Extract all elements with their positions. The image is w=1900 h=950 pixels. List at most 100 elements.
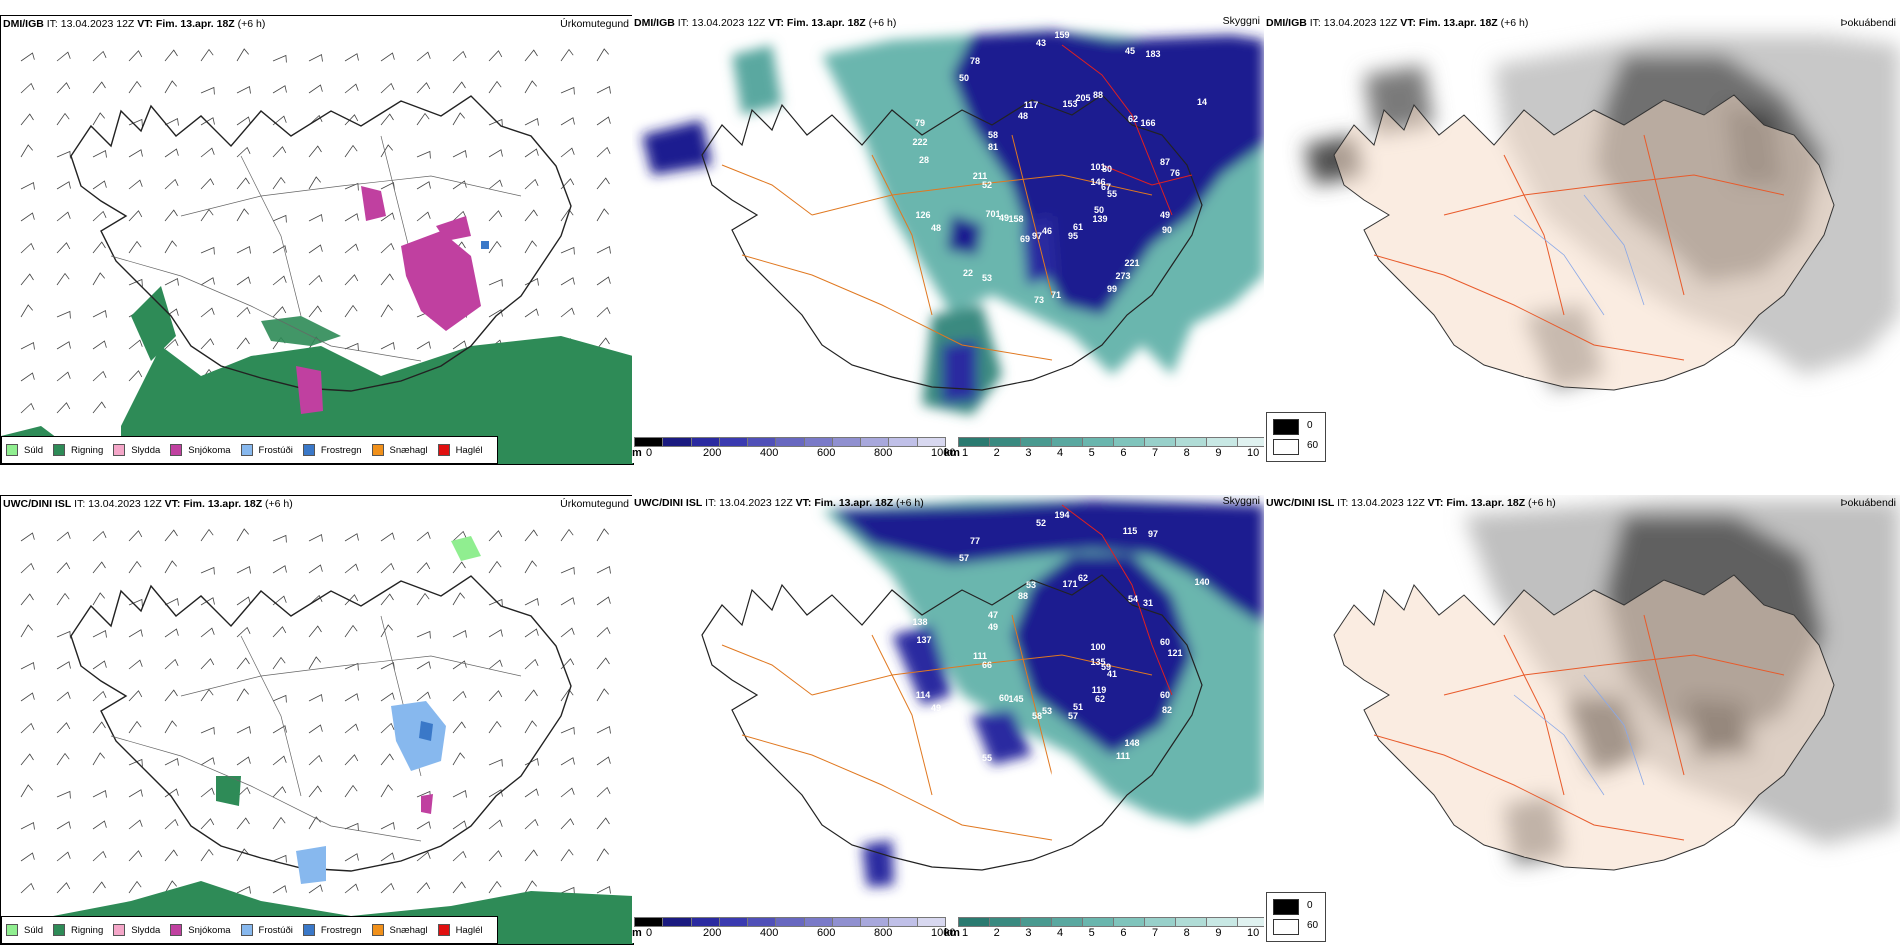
visibility-label: 49 — [931, 703, 941, 713]
visibility-label: 61 — [1073, 222, 1083, 232]
wind-barb — [200, 597, 215, 606]
wind-barb — [92, 561, 106, 574]
wind-barb — [164, 720, 178, 734]
wind-barb — [308, 816, 322, 830]
wind-barb — [200, 48, 214, 62]
wind-barb — [596, 276, 611, 286]
visibility-label: 114 — [916, 690, 931, 700]
visibility-label: 49 — [1160, 210, 1170, 220]
visibility-label: 49 — [999, 213, 1009, 223]
visibility-label: 88 — [1018, 591, 1028, 601]
precip-legend: Súld Rigning Slydda Snjókoma Frostúði Frostre… — [1, 436, 498, 464]
visibility-label: 194 — [1054, 510, 1069, 520]
wind-barb — [560, 818, 575, 830]
wind-barb — [416, 51, 431, 62]
wind-barb — [560, 566, 575, 575]
wind-barb — [92, 629, 107, 638]
wind-barb — [236, 245, 251, 254]
wind-barb — [164, 597, 179, 606]
wind-barb — [416, 211, 431, 222]
wind-barb — [452, 50, 467, 62]
wind-barb — [20, 212, 35, 222]
wind-barb — [488, 598, 503, 607]
wind-barb — [272, 656, 286, 670]
visibility-field — [822, 500, 1264, 887]
visibility-label: 54 — [1128, 594, 1138, 604]
wind-barb — [128, 819, 143, 830]
visibility-field — [642, 30, 1264, 415]
precip-map-dmi — [1, 48, 633, 464]
visibility-label: 101 — [1090, 162, 1105, 172]
wind-barb — [20, 181, 35, 190]
wind-barb — [92, 721, 106, 734]
wind-barb — [20, 624, 34, 638]
visibility-label: 52 — [982, 180, 992, 190]
visibility-map-uwc: 1351451711481371405388604911551496055521… — [701, 500, 1264, 887]
rivers — [1513, 674, 1645, 796]
wind-barb — [380, 273, 394, 286]
wind-barb — [344, 723, 359, 734]
wind-barb — [200, 277, 215, 286]
legend-swatch — [53, 444, 66, 456]
wind-barb — [308, 724, 323, 734]
wind-barb — [308, 564, 323, 574]
legend-label: Slydda — [131, 444, 161, 456]
wind-barb — [56, 790, 71, 799]
wind-barb — [56, 242, 71, 254]
precip-legend: Súld Rigning Slydda Snjókoma Frostúði Frostre… — [1, 916, 498, 944]
wind-barb — [524, 240, 538, 254]
wind-barb — [20, 821, 35, 830]
wind-barb — [452, 592, 466, 606]
legend-label: Frostúði — [258, 444, 293, 456]
wind-barb — [380, 113, 394, 126]
visibility-label: 121 — [1167, 648, 1182, 658]
wind-barb — [56, 691, 71, 702]
wind-barb — [236, 626, 251, 638]
roads — [721, 134, 1153, 361]
wind-barb — [344, 213, 359, 222]
scale-tick: 1000 — [931, 927, 956, 939]
wind-barb — [272, 534, 287, 543]
wind-barb — [380, 52, 395, 62]
scale-tick: 200 — [703, 927, 722, 939]
wind-barb — [524, 788, 539, 798]
visibility-label: 28 — [919, 155, 929, 165]
wind-barb — [488, 278, 503, 287]
scale-tick: 9 — [1215, 447, 1222, 459]
wind-barb — [164, 689, 178, 702]
wind-barb — [596, 177, 610, 190]
wind-barb — [380, 784, 394, 798]
wind-barb — [416, 181, 431, 190]
wind-barb — [596, 48, 610, 62]
wind-barb — [200, 787, 215, 798]
wind-barb — [56, 371, 71, 382]
roads — [1373, 614, 1785, 841]
visibility-label: 76 — [1170, 168, 1180, 178]
wind-barb — [488, 50, 503, 62]
wind-barb — [596, 337, 610, 350]
wind-barb — [200, 818, 215, 830]
wind-barb — [524, 689, 538, 702]
wind-barb — [452, 881, 466, 894]
scale-tick: 0 — [646, 927, 653, 939]
wind-barb — [560, 726, 575, 735]
wind-barb — [128, 80, 142, 94]
fog-legend-swatch — [1273, 419, 1299, 435]
wind-barb — [128, 339, 143, 350]
wind-barb — [416, 112, 430, 126]
legend-swatch — [53, 924, 66, 936]
wind-barb — [416, 150, 431, 159]
wind-barb — [344, 114, 359, 126]
wind-barb — [560, 307, 575, 318]
wind-barb — [308, 884, 323, 894]
wind-barb — [200, 688, 214, 702]
wind-barb — [200, 848, 214, 862]
wind-barb — [596, 565, 611, 574]
wind-barb — [164, 80, 178, 94]
scale-tick: 5 — [1088, 447, 1095, 459]
visibility-label: 117 — [1024, 100, 1039, 110]
wind-barb — [128, 850, 143, 862]
wind-barb — [200, 178, 215, 190]
scale-tick: 2 — [993, 927, 1000, 939]
wind-barb — [272, 626, 287, 638]
